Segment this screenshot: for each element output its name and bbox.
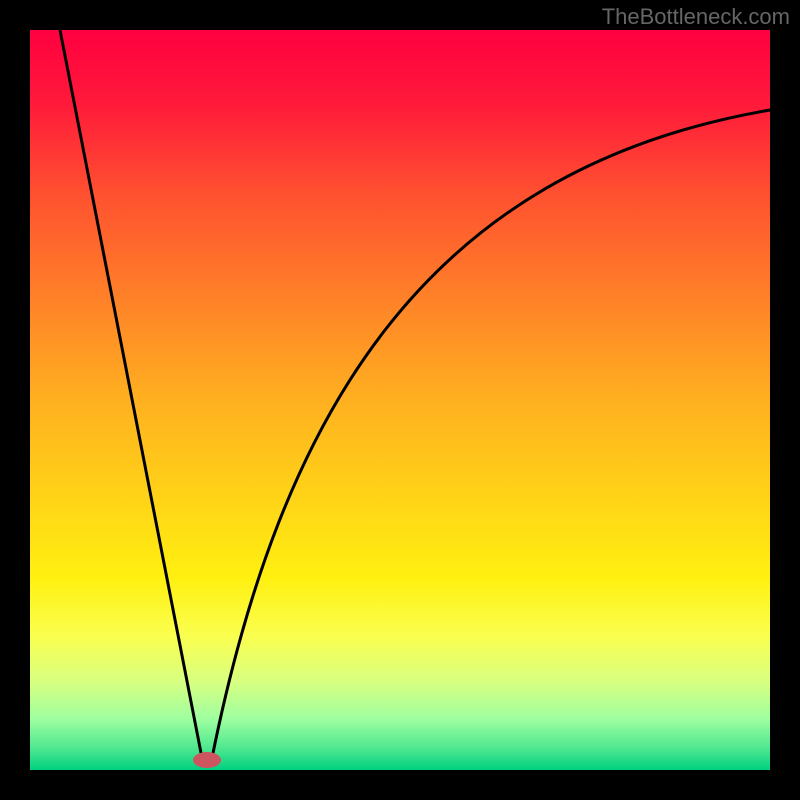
- minimum-marker: [193, 752, 221, 768]
- plot-background: [30, 30, 770, 770]
- chart-container: TheBottleneck.com: [0, 0, 800, 800]
- bottleneck-chart: [0, 0, 800, 800]
- watermark-text: TheBottleneck.com: [602, 4, 790, 30]
